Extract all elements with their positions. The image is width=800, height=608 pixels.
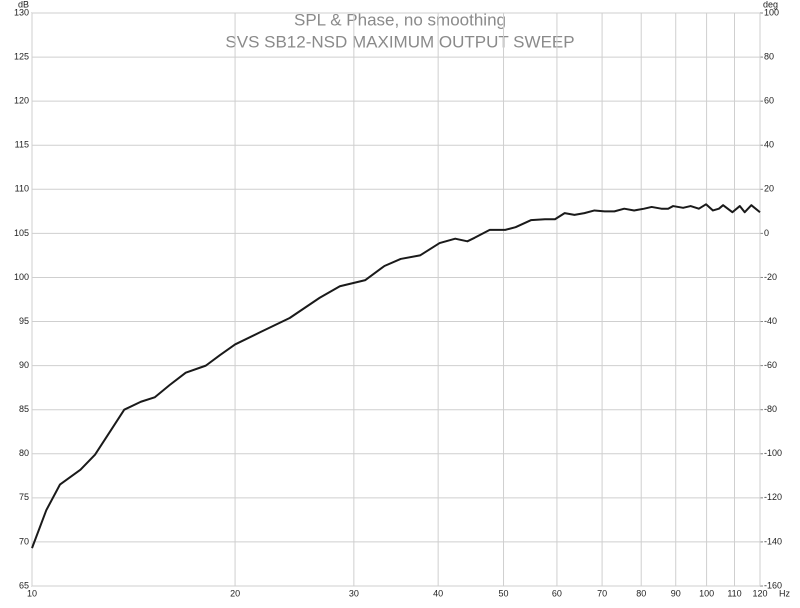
y-axis-label: dB [18,0,29,9]
y-tick-label: 95 [19,316,29,326]
chart-title: SPL & Phase, no smoothing [294,10,506,29]
y-tick-label: 120 [14,96,29,106]
chart-subtitle: SVS SB12-NSD MAXIMUM OUTPUT SWEEP [225,32,574,51]
x-tick-label: 110 [727,588,741,598]
plot-frame [31,12,761,587]
y2-tick-label: -160 [764,580,782,590]
y2-tick-label: 0 [764,228,769,238]
y2-tick-label: -60 [764,360,777,370]
y-tick-label: 100 [14,272,29,282]
y2-tick-label: -20 [764,272,777,282]
y2-axis-label: deg [763,0,778,9]
x-tick-label: 70 [597,588,607,598]
y-tick-label: 110 [15,184,29,194]
y2-tick-label: -100 [764,448,782,458]
y-tick-label: 125 [14,51,29,61]
y2-tick-label: -120 [764,492,782,502]
y2-tick-label: 20 [764,184,774,194]
y2-tick-label: -40 [764,316,777,326]
y-tick-label: 70 [19,536,29,546]
y-tick-label: 105 [14,228,29,238]
y2-tick-label: -140 [764,536,782,546]
x-tick-label: 50 [499,588,509,598]
x-tick-label: 30 [349,588,359,598]
x-tick-label: 60 [552,588,562,598]
x-tick-label: 120 [752,588,767,598]
x-tick-label: 20 [230,588,240,598]
x-tick-label: 80 [636,588,646,598]
x-tick-label: 10 [27,588,37,598]
y-tick-label: 65 [19,580,29,590]
y2-tick-label: 40 [764,140,774,150]
y-tick-label: 130 [14,7,29,17]
y2-tick-label: 100 [764,7,779,17]
y2-tick-label: 60 [764,96,774,106]
y2-tick-label: 80 [764,51,774,61]
x-tick-label: 100 [699,588,714,598]
y2-tick-label: -80 [764,404,777,414]
y-tick-label: 80 [19,448,29,458]
spl-line [31,203,761,549]
y-tick-label: 115 [15,140,29,150]
y-tick-label: 90 [19,360,29,370]
x-tick-label: 90 [671,588,681,598]
x-tick-label: 40 [433,588,443,598]
y-tick-label: 75 [19,492,29,502]
x-axis-label: Hz [779,588,790,598]
y-tick-label: 85 [19,404,29,414]
